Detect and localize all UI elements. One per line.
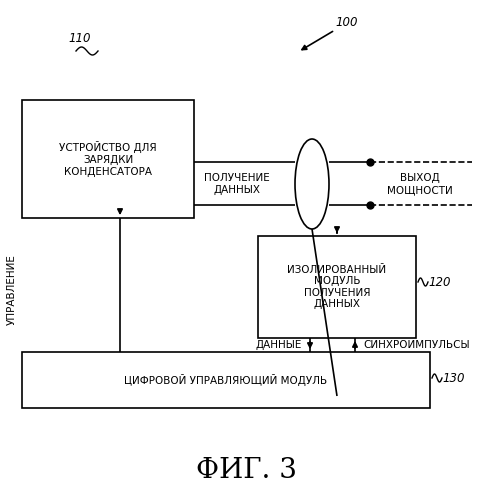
- FancyBboxPatch shape: [22, 100, 194, 218]
- Text: 110: 110: [68, 32, 91, 44]
- Text: СИНХРОИМПУЛЬСЫ: СИНХРОИМПУЛЬСЫ: [363, 340, 470, 350]
- Text: ВЫХОД
МОЩНОСТИ: ВЫХОД МОЩНОСТИ: [387, 173, 453, 195]
- FancyBboxPatch shape: [22, 352, 430, 408]
- Text: ДАННЫЕ: ДАННЫЕ: [256, 340, 302, 350]
- Text: ФИГ. 3: ФИГ. 3: [195, 456, 297, 483]
- Text: УПРАВЛЕНИЕ: УПРАВЛЕНИЕ: [7, 254, 17, 326]
- Text: ПОЛУЧЕНИЕ
ДАННЫХ: ПОЛУЧЕНИЕ ДАННЫХ: [204, 173, 270, 195]
- Text: ЦИФРОВОЙ УПРАВЛЯЮЩИЙ МОДУЛЬ: ЦИФРОВОЙ УПРАВЛЯЮЩИЙ МОДУЛЬ: [124, 374, 328, 386]
- Text: 100: 100: [335, 16, 358, 28]
- Ellipse shape: [295, 139, 329, 229]
- FancyBboxPatch shape: [258, 236, 416, 338]
- Text: 130: 130: [442, 372, 464, 384]
- Text: УСТРОЙСТВО ДЛЯ
ЗАРЯДКИ
КОНДЕНСАТОРА: УСТРОЙСТВО ДЛЯ ЗАРЯДКИ КОНДЕНСАТОРА: [59, 142, 157, 176]
- Text: ИЗОЛИРОВАННЫЙ
МОДУЛЬ
ПОЛУЧЕНИЯ
ДАННЫХ: ИЗОЛИРОВАННЫЙ МОДУЛЬ ПОЛУЧЕНИЯ ДАННЫХ: [287, 264, 387, 310]
- Text: 120: 120: [428, 276, 451, 288]
